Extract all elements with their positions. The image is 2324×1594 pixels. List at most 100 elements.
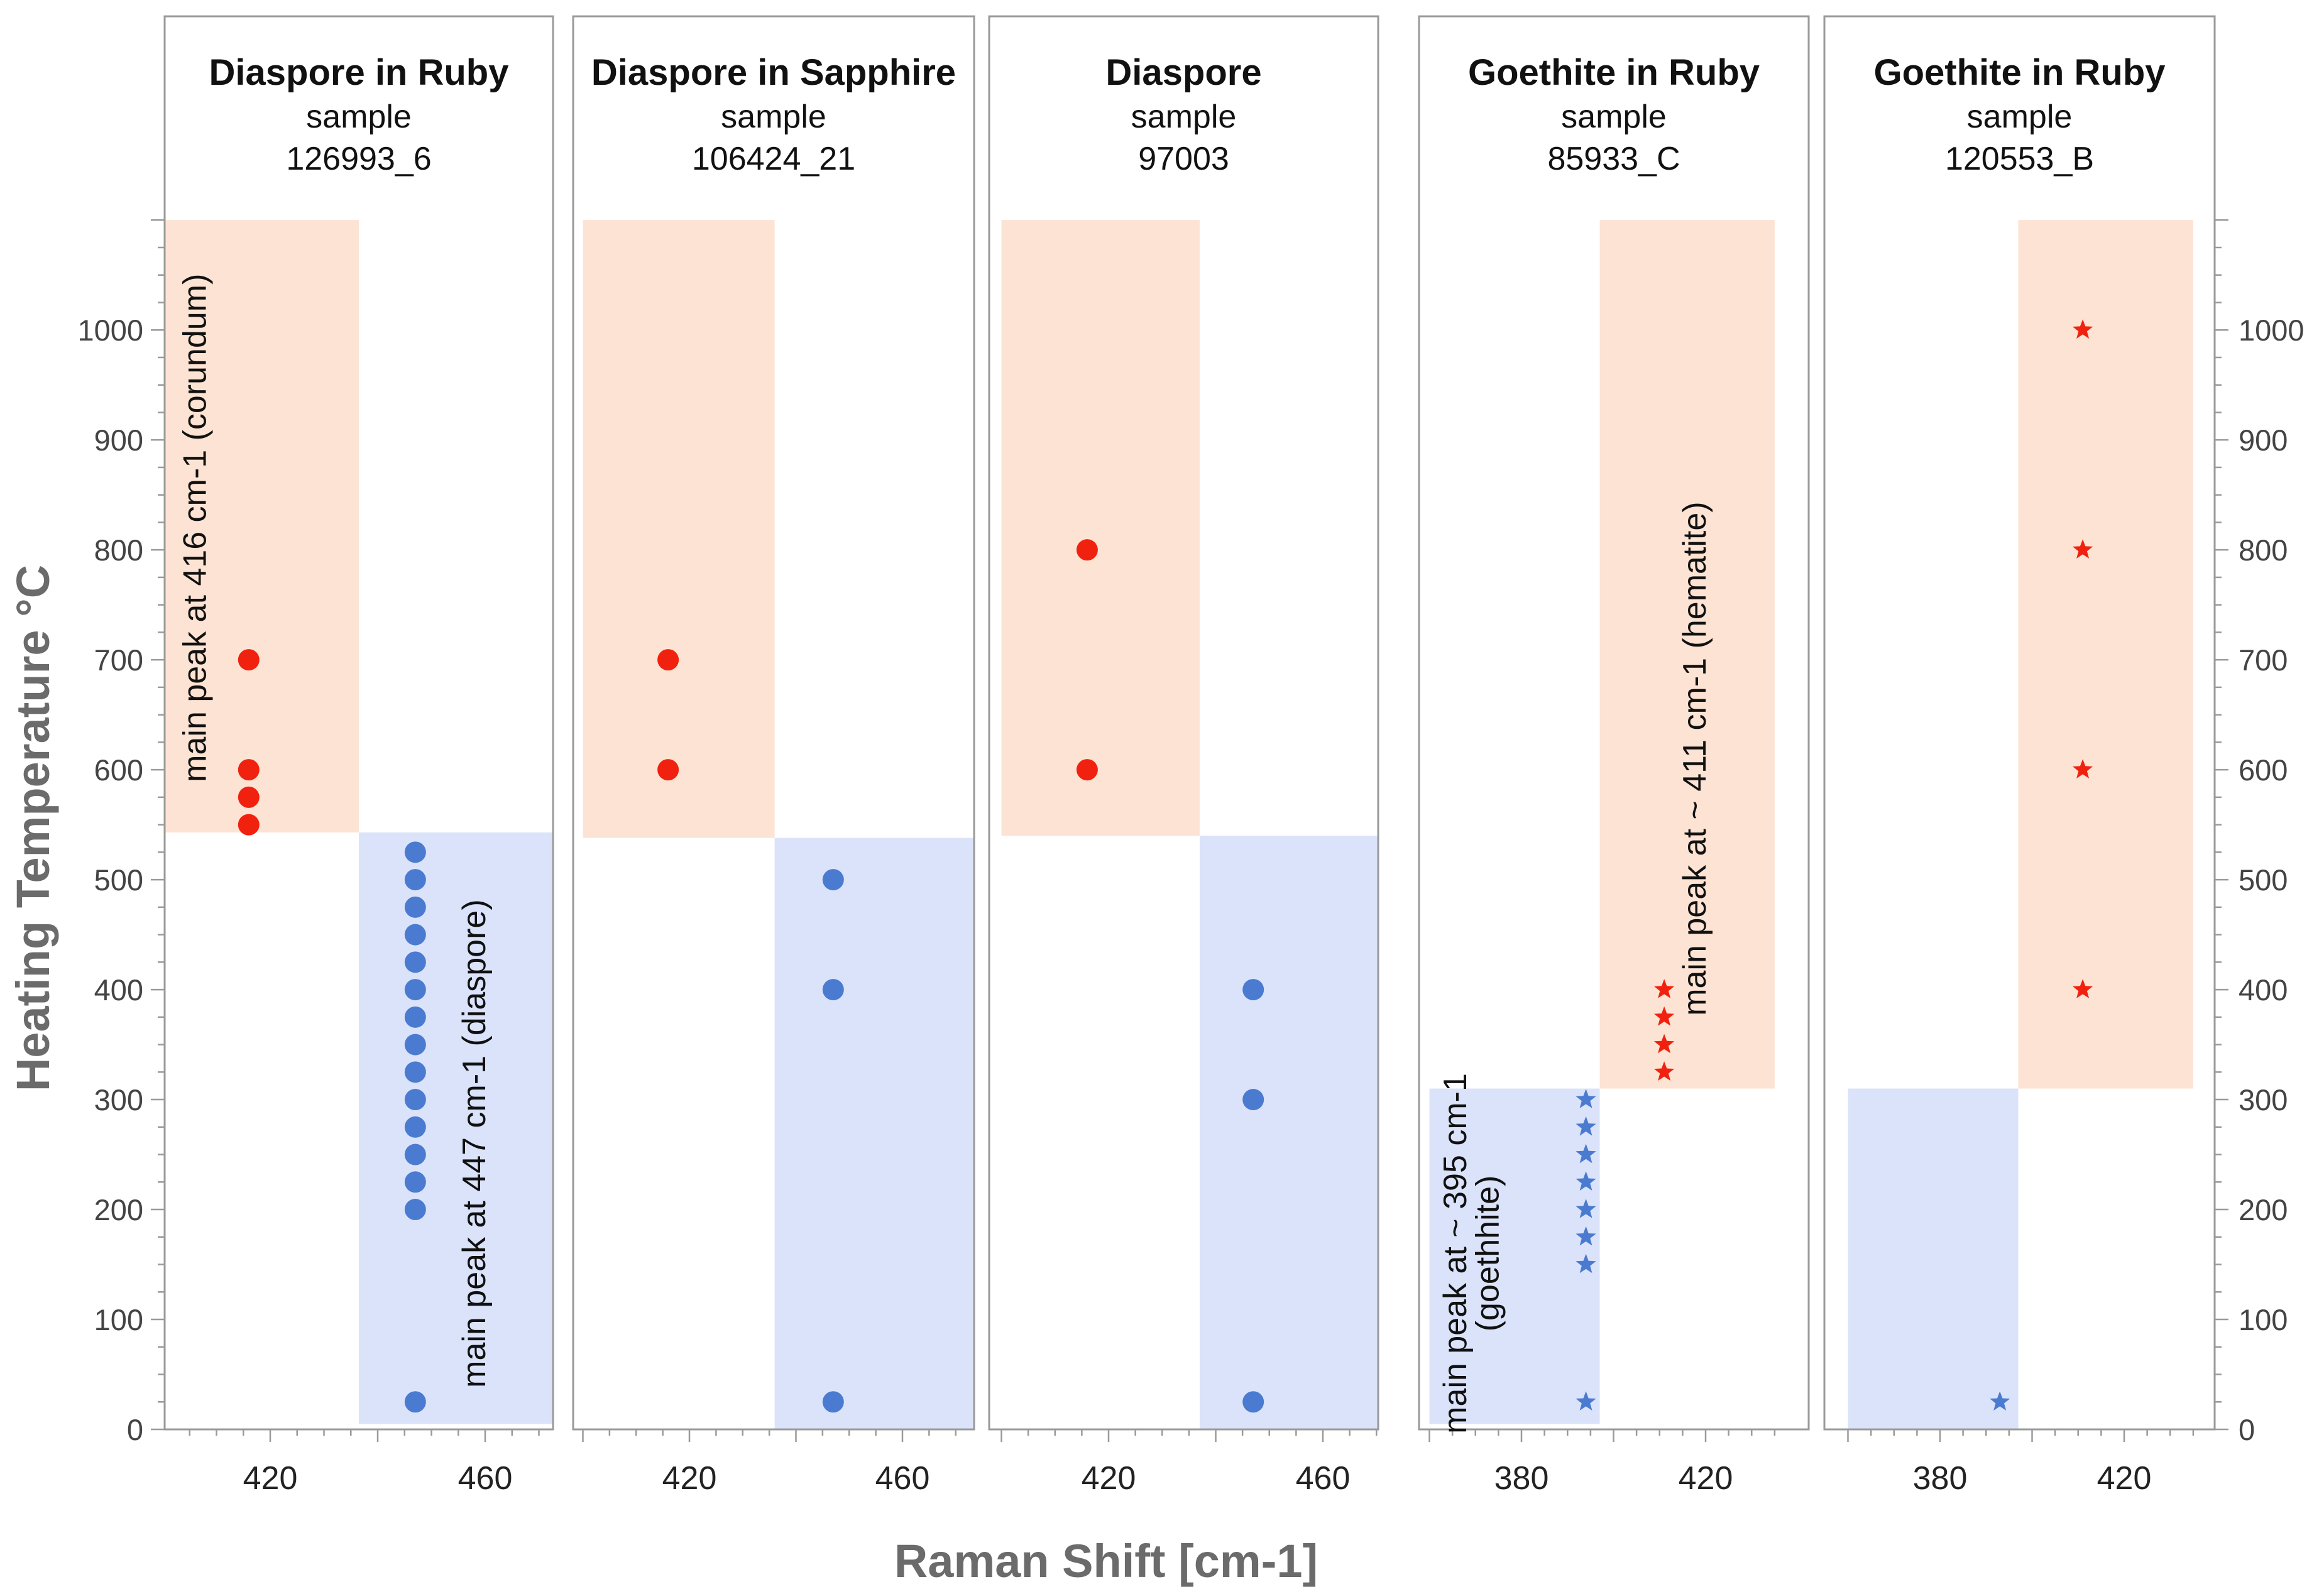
panel-5-red-star-marker bbox=[2072, 759, 2093, 778]
panel-5-red-star-marker bbox=[2072, 539, 2093, 559]
y-tick-label-right: 300 bbox=[2239, 1083, 2288, 1116]
y-tick-label-left: 0 bbox=[127, 1413, 143, 1446]
panel-1-title: Diaspore in Ruby bbox=[209, 52, 509, 93]
panel-2-x-tick-label: 460 bbox=[875, 1460, 930, 1497]
panel-4-blue-star-marker bbox=[1576, 1253, 1596, 1274]
panel-1-blue-circle-marker bbox=[404, 1034, 426, 1056]
y-tick-label-left: 1000 bbox=[77, 314, 143, 347]
panel-3-red-circle-marker bbox=[1076, 539, 1098, 561]
panel-2-red-circle-marker bbox=[657, 759, 679, 781]
y-tick-label-right: 600 bbox=[2239, 753, 2288, 787]
panel-1-blue-circle-marker bbox=[404, 896, 426, 918]
panel-4-red-star-marker bbox=[1653, 979, 1675, 998]
y-tick-label-left: 900 bbox=[94, 423, 143, 457]
panel-1-blue-circle-marker bbox=[404, 1171, 426, 1193]
panel-2-red-circle-marker bbox=[657, 649, 679, 671]
panel-4-x-tick-label: 420 bbox=[1679, 1460, 1733, 1497]
panel-2-band-orange bbox=[583, 220, 775, 838]
band-layer bbox=[165, 220, 2193, 1429]
y-tick-label-right: 500 bbox=[2239, 863, 2288, 897]
panel-4-annotation: (goethhite) bbox=[1469, 1176, 1506, 1332]
panel-1-blue-circle-marker bbox=[404, 1391, 426, 1413]
y-axis-label: Heating Temperature °C bbox=[7, 565, 59, 1091]
panel-2-blue-circle-marker bbox=[822, 1391, 844, 1413]
panel-1-blue-circle-marker bbox=[404, 951, 426, 973]
panel-3-sample-label: sample bbox=[1131, 99, 1237, 135]
y-tick-label-left: 200 bbox=[94, 1193, 143, 1226]
panel-1-annotation: main peak at 447 cm-1 (diaspore) bbox=[456, 899, 493, 1388]
panel-4-blue-star-marker bbox=[1576, 1171, 1596, 1191]
panel-5-sample-id: 120553_B bbox=[1945, 141, 2094, 177]
y-tick-label-left: 500 bbox=[94, 863, 143, 897]
panel-1-x-tick-label: 460 bbox=[458, 1460, 513, 1497]
panel-1-band-orange bbox=[165, 220, 359, 832]
panel-4-band-orange bbox=[1599, 220, 1775, 1089]
panel-3-x-tick-label: 420 bbox=[1082, 1460, 1136, 1497]
panel-1-blue-circle-marker bbox=[404, 1089, 426, 1111]
mark-layer bbox=[238, 319, 2093, 1413]
panel-3-title: Diaspore bbox=[1105, 52, 1261, 93]
panel-5-red-star-marker bbox=[2072, 319, 2093, 339]
panel-1-blue-circle-marker bbox=[404, 979, 426, 1001]
panel-2-blue-circle-marker bbox=[822, 979, 844, 1001]
panel-5-x-tick-label: 420 bbox=[2097, 1460, 2152, 1497]
panel-2-band-blue bbox=[774, 838, 974, 1429]
panel-1-blue-circle-marker bbox=[404, 924, 426, 946]
panel-1-sample-id: 126993_6 bbox=[286, 141, 431, 177]
axis-layer bbox=[151, 15, 2228, 1442]
panel-3-blue-circle-marker bbox=[1242, 979, 1264, 1001]
panel-3-band-orange bbox=[1001, 220, 1200, 836]
y-tick-label-left: 600 bbox=[94, 753, 143, 787]
y-tick-label-right: 1000 bbox=[2239, 314, 2305, 347]
panel-5-band-blue bbox=[1848, 1088, 2019, 1429]
panel-1-band-blue bbox=[359, 832, 553, 1424]
panel-1-annotation: main peak at 416 cm-1 (corundum) bbox=[177, 274, 213, 782]
panel-5-red-star-marker bbox=[2072, 979, 2093, 998]
panel-1-sample-label: sample bbox=[306, 99, 412, 135]
panel-1-red-circle-marker bbox=[238, 759, 260, 781]
panel-5-band-orange bbox=[2018, 220, 2193, 1089]
text-layer: 420 460 Diaspore in Ruby sample 126993_6main… bbox=[77, 52, 2304, 1497]
y-tick-label-left: 400 bbox=[94, 973, 143, 1007]
y-tick-label-right: 400 bbox=[2239, 973, 2288, 1007]
panel-5-blue-star-marker bbox=[1990, 1391, 2010, 1411]
panel-4-sample-label: sample bbox=[1561, 99, 1667, 135]
panel-4-red-star-marker bbox=[1653, 1006, 1675, 1026]
panel-3-band-blue bbox=[1199, 836, 1378, 1429]
y-tick-label-right: 200 bbox=[2239, 1193, 2288, 1226]
panel-4-title: Goethite in Ruby bbox=[1468, 52, 1760, 93]
y-tick-label-left: 300 bbox=[94, 1083, 143, 1116]
panel-1-blue-circle-marker bbox=[404, 1061, 426, 1083]
y-tick-label-right: 0 bbox=[2239, 1413, 2255, 1446]
panel-1-blue-circle-marker bbox=[404, 841, 426, 863]
panel-3-blue-circle-marker bbox=[1242, 1391, 1264, 1413]
panel-1-x-tick-label: 420 bbox=[243, 1460, 298, 1497]
y-tick-label-right: 100 bbox=[2239, 1303, 2288, 1336]
panel-4-annotation: main peak at ~ 395 cm-1 bbox=[1437, 1073, 1474, 1434]
panel-3-blue-circle-marker bbox=[1242, 1089, 1264, 1111]
panel-4-red-star-marker bbox=[1653, 1061, 1675, 1081]
panel-5-sample-label: sample bbox=[1967, 99, 2073, 135]
panel-2-frame bbox=[572, 15, 975, 1431]
y-tick-label-right: 800 bbox=[2239, 533, 2288, 567]
y-tick-label-left: 100 bbox=[94, 1303, 143, 1336]
panel-2-sample-label: sample bbox=[721, 99, 826, 135]
panel-4-blue-star-marker bbox=[1576, 1144, 1596, 1164]
panel-4-blue-star-marker bbox=[1576, 1391, 1596, 1411]
panel-2-blue-circle-marker bbox=[822, 869, 844, 891]
panel-1-red-circle-marker bbox=[238, 814, 260, 836]
panel-4-band-blue bbox=[1429, 1088, 1600, 1424]
panel-1-blue-circle-marker bbox=[404, 1199, 426, 1221]
panel-2-sample-id: 106424_21 bbox=[692, 141, 855, 177]
panel-3-red-circle-marker bbox=[1076, 759, 1098, 781]
panel-4-blue-star-marker bbox=[1576, 1116, 1596, 1136]
panel-1-frame bbox=[163, 15, 554, 1431]
x-axis-label: Raman Shift [cm-1] bbox=[894, 1535, 1318, 1587]
panel-4-blue-star-marker bbox=[1576, 1089, 1596, 1108]
panel-1-red-circle-marker bbox=[238, 786, 260, 808]
panel-4-annotation: main peak at ~ 411 cm-1 (hematite) bbox=[1677, 501, 1713, 1015]
panel-4-blue-star-marker bbox=[1576, 1199, 1596, 1218]
panel-5-x-tick-label: 380 bbox=[1913, 1460, 1968, 1497]
panel-4-x-tick-label: 380 bbox=[1494, 1460, 1549, 1497]
panel-5-frame bbox=[1823, 15, 2216, 1431]
